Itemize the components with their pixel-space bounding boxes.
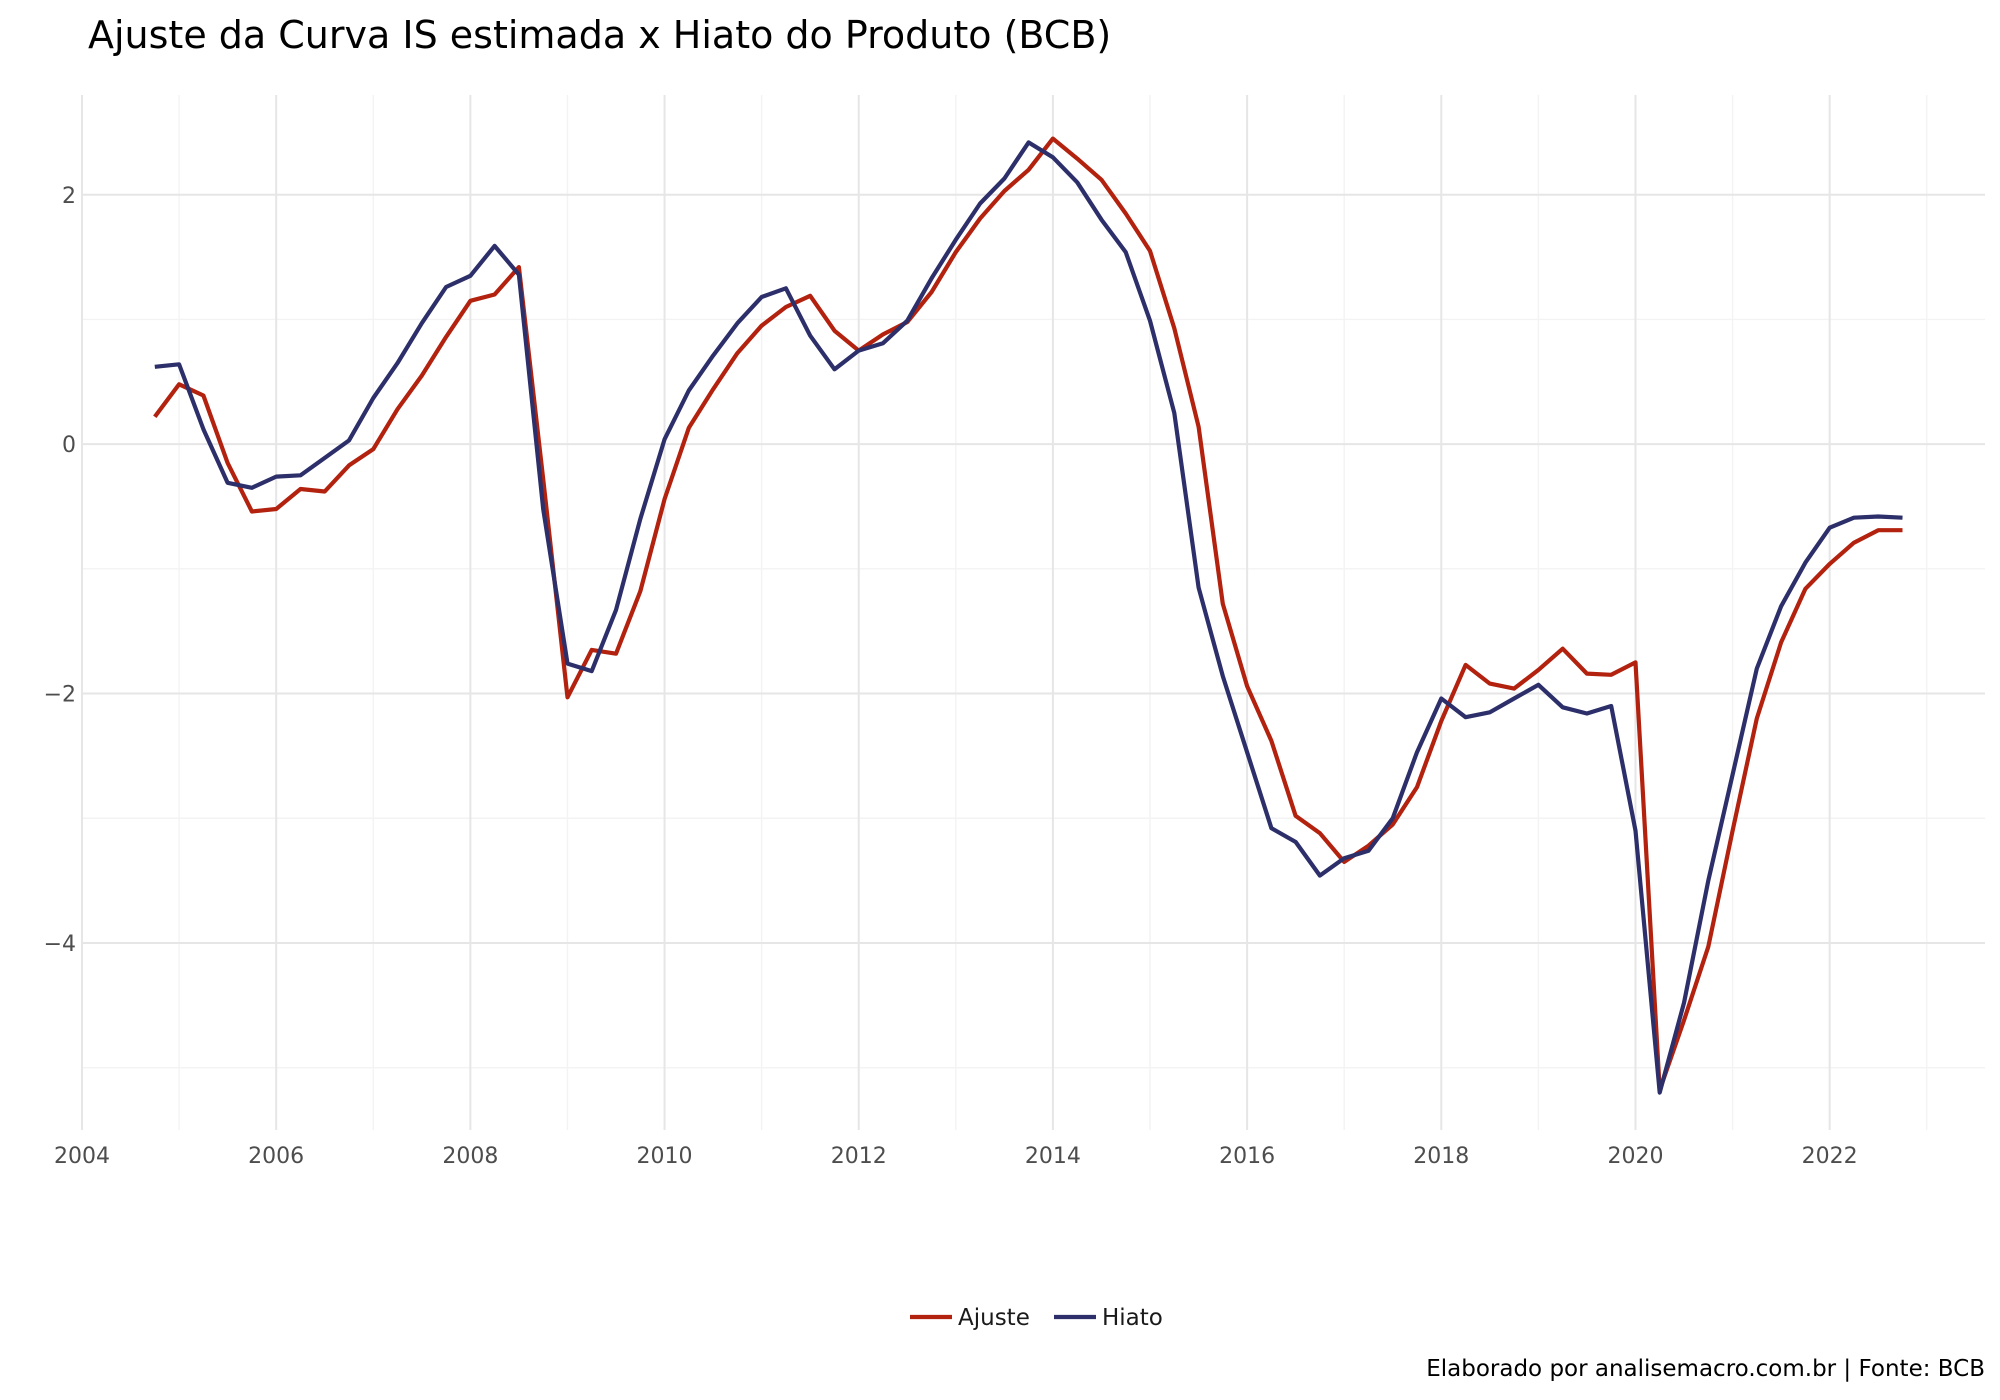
legend-label-ajuste: Ajuste	[958, 1305, 1030, 1331]
series-lines	[153, 136, 1903, 1095]
y-axis-ticks: 2 0 −2 −4	[44, 184, 76, 957]
x-tick-label: 2010	[637, 1144, 693, 1169]
x-tick-label: 2006	[248, 1144, 304, 1169]
x-tick-label: 2016	[1219, 1144, 1275, 1169]
y-tick-label: 0	[62, 433, 76, 458]
x-tick-label: 2008	[442, 1144, 498, 1169]
legend: Ajuste Hiato	[910, 1305, 1163, 1331]
x-tick-label: 2004	[54, 1144, 110, 1169]
series-line-hiato	[154, 140, 1903, 1095]
legend-item-ajuste[interactable]: Ajuste	[910, 1305, 1030, 1331]
grid	[81, 95, 1985, 1130]
y-tick-label: −2	[44, 683, 76, 708]
x-tick-label: 2012	[831, 1144, 887, 1169]
legend-label-hiato: Hiato	[1102, 1305, 1163, 1331]
x-axis-ticks: 2004 2006 2008 2010 2012 2014 2016 2018 2020 2022	[54, 1144, 1858, 1169]
caption: Elaborado por analisemacro.com.br | Font…	[1426, 1356, 1985, 1382]
y-tick-label: −4	[44, 932, 76, 957]
x-tick-label: 2018	[1413, 1144, 1469, 1169]
chart-title: Ajuste da Curva IS estimada x Hiato do P…	[88, 13, 1111, 57]
series-line-ajuste	[153, 136, 1903, 1093]
x-tick-label: 2014	[1025, 1144, 1081, 1169]
x-tick-label: 2020	[1607, 1144, 1663, 1169]
x-tick-label: 2022	[1802, 1144, 1858, 1169]
y-tick-label: 2	[62, 184, 76, 209]
legend-item-hiato[interactable]: Hiato	[1054, 1305, 1163, 1331]
